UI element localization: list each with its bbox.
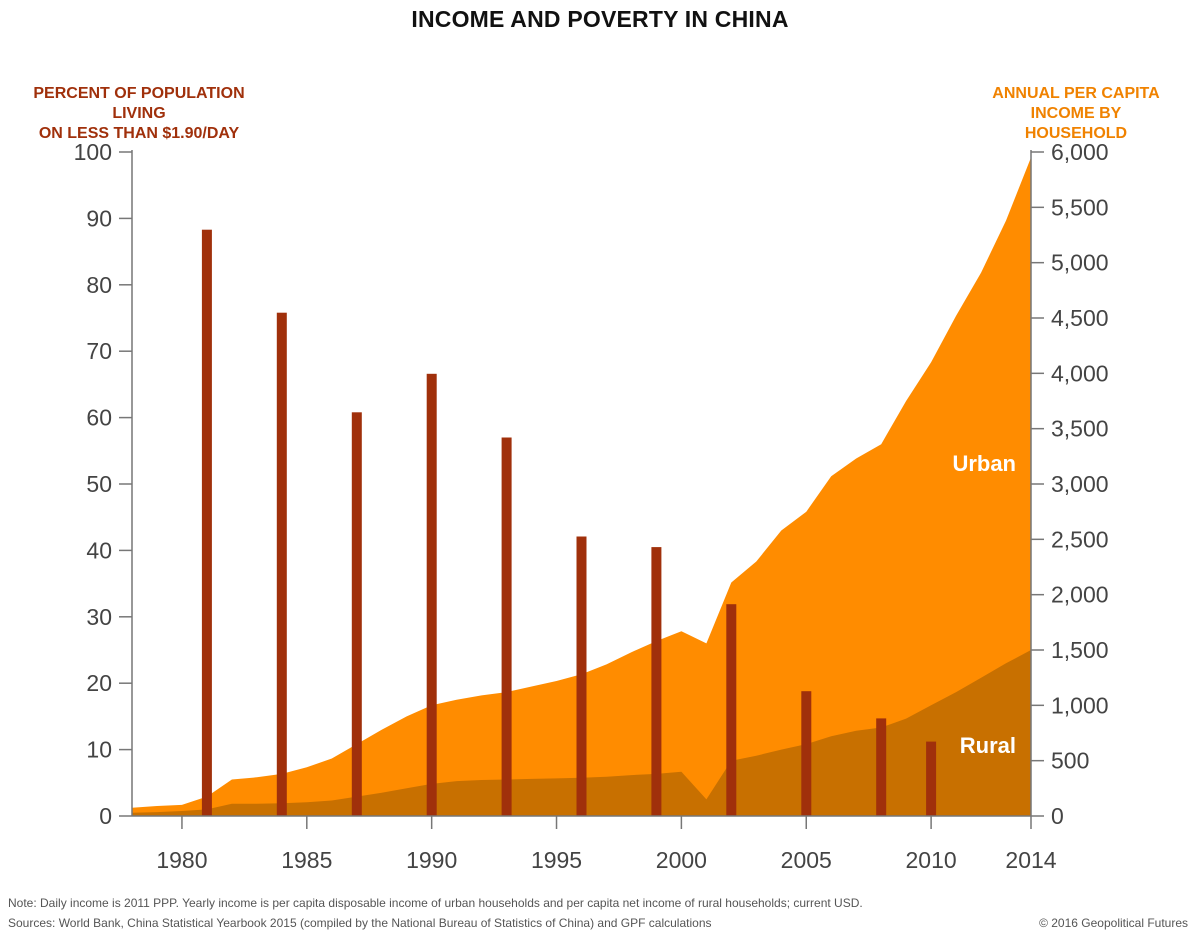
footer-note: Note: Daily income is 2011 PPP. Yearly i… [8,896,863,910]
right-tick-label: 2,500 [1051,526,1109,552]
poverty-bar-1996 [576,536,587,816]
right-tick-label: 500 [1051,748,1089,774]
left-tick-label: 70 [86,338,112,364]
urban-income-area [132,157,1031,816]
footer-sources: Sources: World Bank, China Statistical Y… [8,916,712,930]
right-tick-label: 5,000 [1051,250,1109,276]
left-tick-label: 20 [86,670,112,696]
right-tick-label: 1,000 [1051,692,1109,718]
x-tick-label: 1985 [281,847,332,873]
poverty-bar-1990 [426,373,437,816]
poverty-bar-2010 [926,741,937,816]
urban-series-label: Urban [952,451,1016,476]
left-tick-label: 80 [86,272,112,298]
right-axis-title-line-1: ANNUAL PER CAPITA [992,85,1160,102]
poverty-bar-1984 [276,312,287,816]
right-tick-label: 2,000 [1051,582,1109,608]
right-axis-title-line-2: INCOME BY HOUSEHOLD [1024,105,1128,142]
left-tick-label: 30 [86,604,112,630]
right-axis-title: ANNUAL PER CAPITA INCOME BY HOUSEHOLD [978,84,1174,144]
left-axis-title-line-2: ON LESS THAN $1.90/DAY [38,125,240,142]
poverty-bar-1993 [501,437,512,816]
right-tick-label: 1,500 [1051,637,1109,663]
right-tick-label: 4,500 [1051,305,1109,331]
poverty-bar-2005 [801,691,812,816]
x-tick-label: 1990 [406,847,457,873]
x-tick-label: 1995 [531,847,582,873]
chart-title: INCOME AND POVERTY IN CHINA [411,6,789,32]
left-tick-label: 60 [86,405,112,431]
left-tick-label: 40 [86,537,112,563]
x-tick-label: 2000 [656,847,707,873]
left-axis-title-line-1: PERCENT OF POPULATION LIVING [33,85,245,122]
right-tick-label: 3,000 [1051,471,1109,497]
poverty-bar-1981 [201,229,212,816]
x-tick-label: 2005 [781,847,832,873]
right-tick-label: 0 [1051,803,1064,829]
footer-copyright: © 2016 Geopolitical Futures [1039,916,1188,930]
poverty-bar-2002 [726,604,737,816]
right-tick-label: 4,000 [1051,360,1109,386]
left-tick-label: 10 [86,737,112,763]
rural-series-label: Rural [960,733,1016,758]
left-tick-label: 50 [86,471,112,497]
x-tick-label: 2014 [1005,847,1056,873]
x-tick-label: 2010 [906,847,957,873]
left-tick-label: 0 [99,803,112,829]
right-tick-label: 5,500 [1051,194,1109,220]
poverty-bar-1987 [351,412,362,816]
right-tick-label: 3,500 [1051,416,1109,442]
poverty-bar-1999 [651,547,662,816]
left-axis-title: PERCENT OF POPULATION LIVING ON LESS THA… [10,84,268,144]
poverty-bar-2008 [876,718,887,816]
left-tick-label: 100 [74,139,112,165]
left-tick-label: 90 [86,205,112,231]
x-tick-label: 1980 [156,847,207,873]
right-tick-label: 6,000 [1051,139,1109,165]
